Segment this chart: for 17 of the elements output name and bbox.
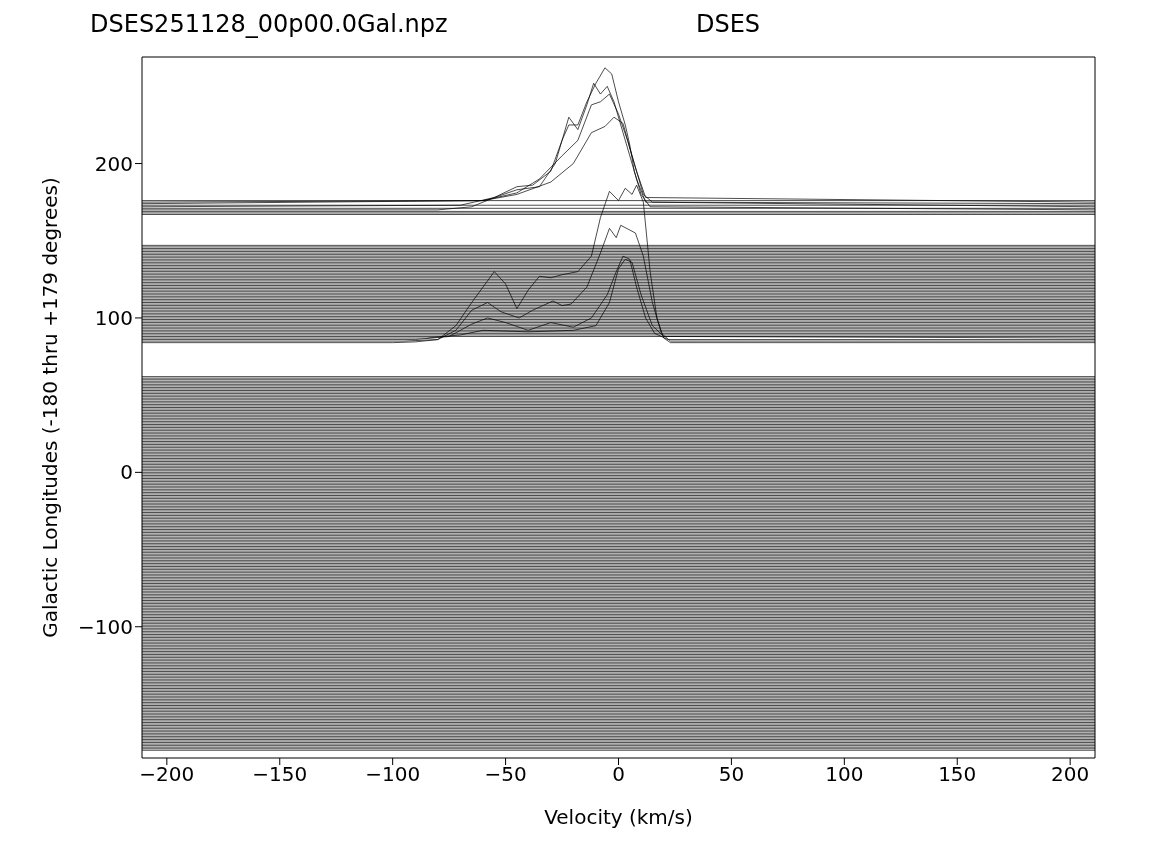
x-tick-label: 150 (938, 762, 977, 787)
x-axis-title: Velocity (km/s) (544, 805, 693, 829)
y-axis-title: Galactic Longitudes (-180 thru +179 degrees) (38, 177, 63, 638)
x-tick-label: −150 (252, 762, 308, 787)
chart-subtitle: DSES (694, 10, 762, 38)
x-tick-label: 100 (825, 762, 864, 787)
x-tick-label: −50 (484, 762, 527, 787)
x-tick-label: −200 (139, 762, 195, 787)
y-tick-label: −100 (78, 614, 133, 639)
x-tick-label: −100 (365, 762, 421, 787)
x-tick-label: 50 (718, 762, 745, 787)
y-tick-label: 200 (94, 151, 133, 176)
x-tick-label: 200 (1051, 762, 1090, 787)
y-tick-label: 0 (120, 460, 133, 485)
x-tick-label: 0 (612, 762, 625, 787)
chart-title: DSES251128_00p00.0Gal.npz (90, 10, 448, 38)
y-tick-label: 100 (94, 306, 133, 331)
